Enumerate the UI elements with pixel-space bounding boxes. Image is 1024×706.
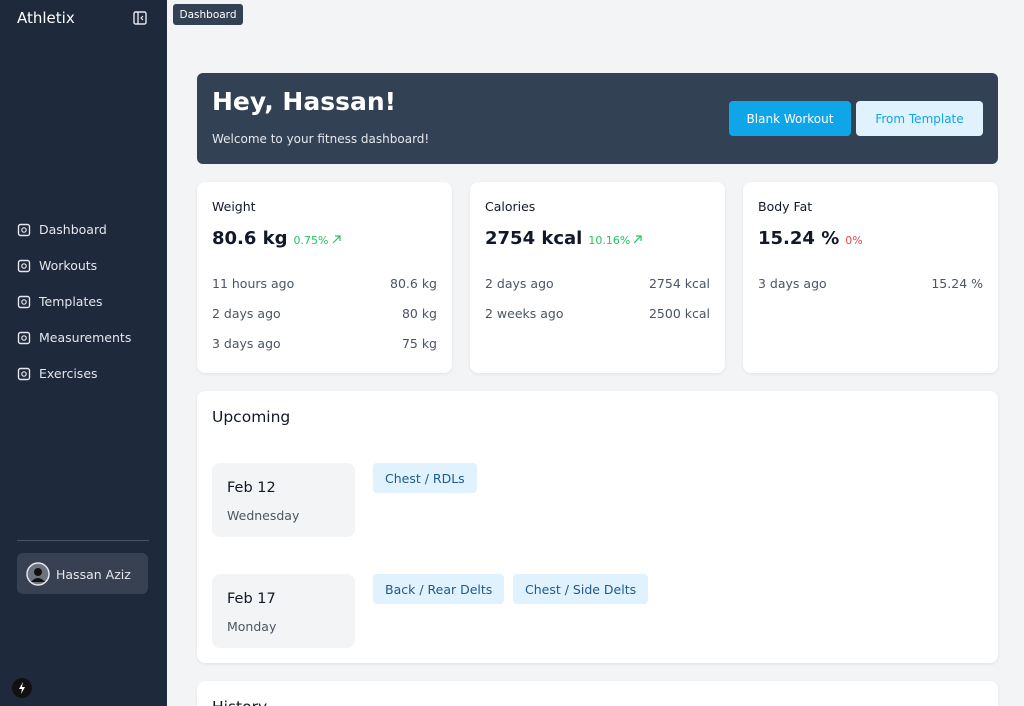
stat-value: 80.6 kg [212,228,288,249]
stat-value: 2754 kcal [485,228,583,249]
collapse-button[interactable] [133,11,147,25]
history-value: 80 kg [401,306,437,321]
history-title: History [212,698,267,706]
nav-item[interactable]: Workouts [17,258,97,273]
history-time: 3 days ago [758,276,827,291]
stat-value-row: 15.24 % 0% [758,228,863,249]
hero: Hey, Hassan! Welcome to your fitness das… [197,73,998,164]
history-value: 15.24 % [931,276,983,291]
date: Feb 17 [227,591,276,607]
user-name: Hassan Aziz [56,567,131,582]
nav-label: Workouts [39,258,98,273]
stat-card: Weight 80.6 kg 0.75% 11 hours ago 80.6 kg 2 d… [197,182,452,373]
weekday: Wednesday [227,508,300,523]
history-time: 2 weeks ago [485,306,564,321]
trend-arrow [332,235,341,244]
history-time: 11 hours ago [212,276,295,291]
stat-change: 0.75% [294,234,341,247]
stat-value-row: 2754 kcal 10.16% [485,228,642,249]
avatar [26,562,50,586]
brand: Athletix [17,9,75,27]
status-icon[interactable] [11,677,33,699]
stat-value: 15.24 % [758,228,840,249]
upcoming-card: Upcoming Feb 12 Wednesday Chest / RDLs Feb … [197,391,998,663]
nav-label: Dashboard [39,222,107,237]
weekday: Monday [227,619,277,634]
date-box: Feb 12 Wednesday [212,463,355,537]
history-time: 2 days ago [485,276,554,291]
stat-value-row: 80.6 kg 0.75% [212,228,341,249]
history-row: 2 weeks ago 2500 kcal [485,306,710,321]
hero-subtitle: Welcome to your fitness dashboard! [212,132,430,146]
stat-title: Weight [212,199,256,214]
blank-workout-button[interactable]: Blank Workout [729,101,851,136]
history-value: 2500 kcal [648,306,710,321]
history-card: History [197,681,998,706]
history-row: 2 days ago 2754 kcal [485,276,710,291]
nav-item[interactable]: Measurements [17,330,131,345]
nav-item[interactable]: Dashboard [17,222,107,237]
history-time: 3 days ago [212,336,281,351]
sidebar: Athletix Dashboard Workouts Templates Measu… [0,0,167,706]
history-value: 80.6 kg [390,276,437,291]
stat-change-value: 10.16% [588,234,631,247]
icon [17,295,31,308]
nav-label: Exercises [39,366,98,381]
icon [17,367,31,380]
user-button[interactable]: Hassan Aziz [17,553,148,594]
date-box: Feb 17 Monday [212,574,355,648]
nav-label: Measurements [39,330,132,345]
stat-title: Calories [485,199,536,214]
stat-change-value: 0.75% [293,234,329,247]
history-value: 75 kg [401,336,437,351]
workout-tag[interactable]: Chest / RDLs [373,463,477,493]
history-time: 2 days ago [212,306,281,321]
icon [17,223,31,236]
upcoming-title: Upcoming [212,408,291,426]
from-template-button[interactable]: From Template [856,101,983,136]
stat-title: Body Fat [758,199,813,214]
stat-change-value: 0% [845,234,863,247]
history-row: 2 days ago 80 kg [212,306,437,321]
icon [17,331,31,344]
icon [17,259,31,272]
stat-card: Calories 2754 kcal 10.16% 2 days ago 2754 kc… [470,182,725,373]
trend-arrow [633,235,642,244]
history-value: 2754 kcal [648,276,710,291]
stat-change: 0% [845,234,862,247]
nav-label: Templates [39,294,103,309]
history-row: 11 hours ago 80.6 kg [212,276,437,291]
nav-item[interactable]: Exercises [17,366,98,381]
stat-card: Body Fat 15.24 % 0% 3 days ago 15.24 % [743,182,998,373]
history-row: 3 days ago 75 kg [212,336,437,351]
history-row: 3 days ago 15.24 % [758,276,983,291]
hero-title: Hey, Hassan! [212,87,397,116]
stat-change: 10.16% [588,234,642,247]
breadcrumb: Dashboard [173,4,243,25]
workout-tag[interactable]: Chest / Side Delts [513,574,649,604]
workout-tag[interactable]: Back / Rear Delts [373,574,505,604]
divider [17,540,149,541]
nav-item[interactable]: Templates [17,294,103,309]
date: Feb 12 [227,480,276,496]
